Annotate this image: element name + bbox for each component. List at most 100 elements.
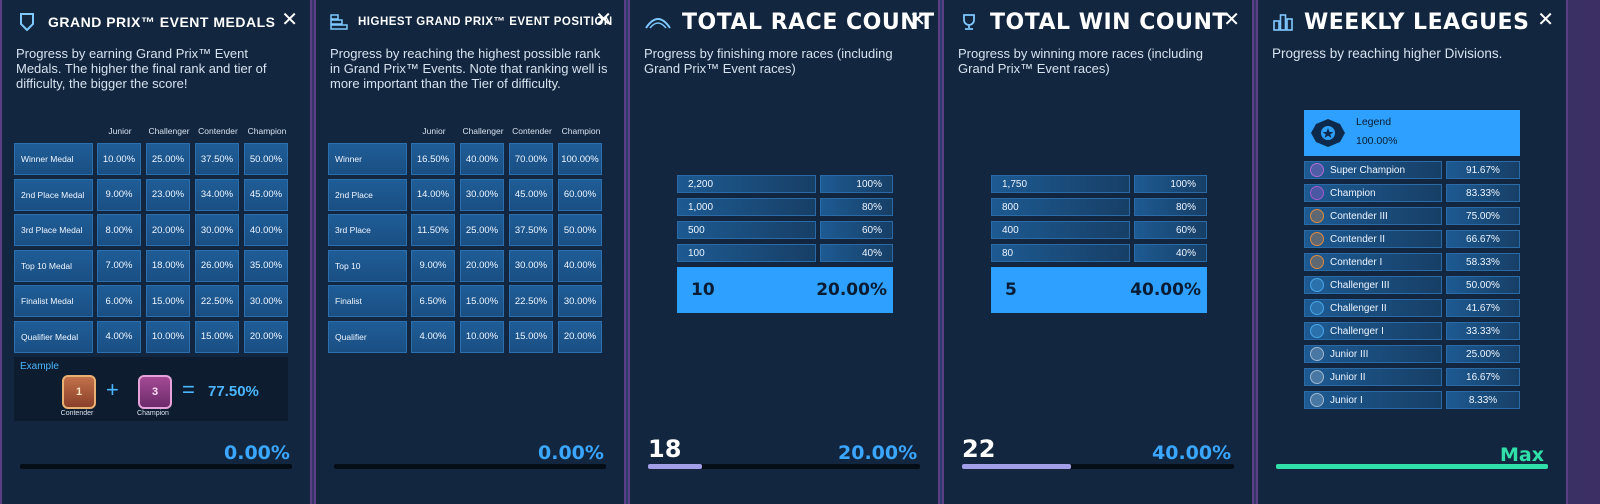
table-cell: 6.50% bbox=[411, 285, 455, 317]
table-cell: 40.00% bbox=[558, 249, 602, 282]
row-label: Finalist bbox=[328, 285, 407, 317]
row-label: Qualifier bbox=[328, 320, 407, 353]
division-name: Challenger I bbox=[1330, 325, 1384, 337]
table-cell: 10.00% bbox=[146, 320, 190, 353]
division-row: Junior I bbox=[1304, 391, 1442, 409]
division-name: Challenger III bbox=[1330, 279, 1390, 291]
close-icon[interactable]: ✕ bbox=[1223, 9, 1240, 31]
row-label: Finalist Medal bbox=[14, 285, 93, 317]
podium-icon bbox=[330, 11, 348, 33]
progress-percent: 40.00% bbox=[1152, 442, 1232, 464]
table-cell: 15.00% bbox=[195, 320, 239, 353]
current-race-tier: 10 20.00% bbox=[677, 267, 893, 313]
division-name: Junior I bbox=[1330, 394, 1363, 406]
tier-percent: 60% bbox=[1134, 221, 1207, 239]
table-cell: 20.00% bbox=[460, 249, 504, 282]
table-cell: 26.00% bbox=[195, 249, 239, 282]
tier-count: 1,000 bbox=[677, 198, 816, 216]
current-count: 5 bbox=[1005, 280, 1017, 300]
division-percent: 75.00% bbox=[1446, 207, 1520, 225]
panel-header: HIGHEST GRAND PRIX™ EVENT POSITION bbox=[316, 0, 624, 44]
division-name: Challenger II bbox=[1330, 302, 1387, 314]
table-cell: 40.00% bbox=[460, 143, 504, 175]
bar-chart-icon bbox=[1272, 11, 1294, 33]
tier-count: 800 bbox=[991, 198, 1130, 216]
division-badge-icon bbox=[1310, 255, 1324, 269]
tier-percent: 100% bbox=[820, 175, 893, 193]
example-label: Example bbox=[20, 361, 59, 372]
division-badge-icon bbox=[1310, 209, 1324, 223]
progress-fill bbox=[648, 464, 703, 469]
table-cell: 20.00% bbox=[146, 214, 190, 246]
division-row: Champion bbox=[1304, 184, 1442, 202]
close-icon[interactable]: ✕ bbox=[595, 9, 612, 31]
close-icon[interactable]: ✕ bbox=[909, 9, 926, 31]
table-cell: 30.00% bbox=[558, 285, 602, 317]
row-label: 3rd Place bbox=[328, 214, 407, 246]
division-percent: 33.33% bbox=[1446, 322, 1520, 340]
column-header: Champion bbox=[247, 126, 287, 136]
panel-event-medals: GRAND PRIX™ EVENT MEDALS ✕ Progress by e… bbox=[0, 0, 312, 504]
panel-total-race-count: TOTAL RACE COUNT ✕ Progress by finishing… bbox=[628, 0, 940, 504]
table-cell: 37.50% bbox=[509, 214, 553, 246]
panel-title: HIGHEST GRAND PRIX™ EVENT POSITION bbox=[358, 16, 613, 28]
tier-percent: 60% bbox=[820, 221, 893, 239]
division-badge-icon bbox=[1310, 324, 1324, 338]
table-cell: 18.00% bbox=[146, 249, 190, 282]
table-cell: 9.00% bbox=[411, 249, 455, 282]
table-cell: 9.00% bbox=[97, 178, 141, 211]
division-row: Challenger III bbox=[1304, 276, 1442, 294]
progress-bar bbox=[648, 464, 920, 469]
table-cell: 6.00% bbox=[97, 285, 141, 317]
division-percent: 25.00% bbox=[1446, 345, 1520, 363]
panel-header: GRAND PRIX™ EVENT MEDALS bbox=[2, 0, 310, 44]
close-icon[interactable]: ✕ bbox=[1537, 9, 1554, 31]
table-cell: 20.00% bbox=[558, 320, 602, 353]
division-name: Junior II bbox=[1330, 371, 1366, 383]
current-percent: 20.00% bbox=[816, 280, 887, 300]
panel-title: GRAND PRIX™ EVENT MEDALS bbox=[48, 14, 276, 30]
progress-percent: 0.00% bbox=[224, 442, 290, 464]
division-badge-icon bbox=[1310, 393, 1324, 407]
table-cell: 8.00% bbox=[97, 214, 141, 246]
legend-division-card: Legend 100.00% bbox=[1304, 110, 1520, 156]
division-row: Contender II bbox=[1304, 230, 1442, 248]
tier-percent: 80% bbox=[1134, 198, 1207, 216]
panel-header: WEEKLY LEAGUES bbox=[1258, 0, 1566, 44]
legend-badge-icon bbox=[1311, 119, 1345, 147]
panel-total-win-count: TOTAL WIN COUNT ✕ Progress by winning mo… bbox=[942, 0, 1254, 504]
progress-bar bbox=[334, 464, 606, 469]
legend-name: Legend bbox=[1356, 116, 1392, 128]
trophy-icon bbox=[958, 11, 980, 33]
tier-percent: 40% bbox=[1134, 244, 1207, 262]
tier-count: 2,200 bbox=[677, 175, 816, 193]
panel-description: Progress by winning more races (includin… bbox=[958, 46, 1203, 76]
row-label: Winner bbox=[328, 143, 407, 175]
table-cell: 15.00% bbox=[146, 285, 190, 317]
shield-icon bbox=[16, 11, 38, 33]
legend-percent: 100.00% bbox=[1356, 135, 1398, 147]
division-row: Super Champion bbox=[1304, 161, 1442, 179]
panel-description: Progress by reaching the highest possibl… bbox=[330, 46, 608, 91]
row-label: Top 10 bbox=[328, 249, 407, 282]
tier-count: 1,750 bbox=[991, 175, 1130, 193]
progress-bar bbox=[962, 464, 1234, 469]
table-cell: 15.00% bbox=[460, 285, 504, 317]
current-percent: 40.00% bbox=[1130, 280, 1201, 300]
table-cell: 16.50% bbox=[411, 143, 455, 175]
table-cell: 100.00% bbox=[558, 143, 602, 175]
progress-fill bbox=[1276, 464, 1548, 469]
table-cell: 14.00% bbox=[411, 178, 455, 211]
column-header: Junior bbox=[108, 126, 132, 136]
table-cell: 11.50% bbox=[411, 214, 455, 246]
panel-description: Progress by reaching higher Divisions. bbox=[1272, 46, 1503, 61]
table-cell: 15.00% bbox=[509, 320, 553, 353]
table-cell: 10.00% bbox=[97, 143, 141, 175]
current-count: 10 bbox=[691, 280, 715, 300]
column-header: Challenger bbox=[462, 126, 504, 136]
example-box: Example 1 Contender + 3 Champion = 77.50… bbox=[14, 357, 288, 421]
panel-title: TOTAL RACE COUNT bbox=[682, 9, 935, 35]
close-icon[interactable]: ✕ bbox=[281, 9, 298, 31]
division-name: Junior III bbox=[1330, 348, 1369, 360]
panel-header: TOTAL RACE COUNT bbox=[630, 0, 938, 44]
